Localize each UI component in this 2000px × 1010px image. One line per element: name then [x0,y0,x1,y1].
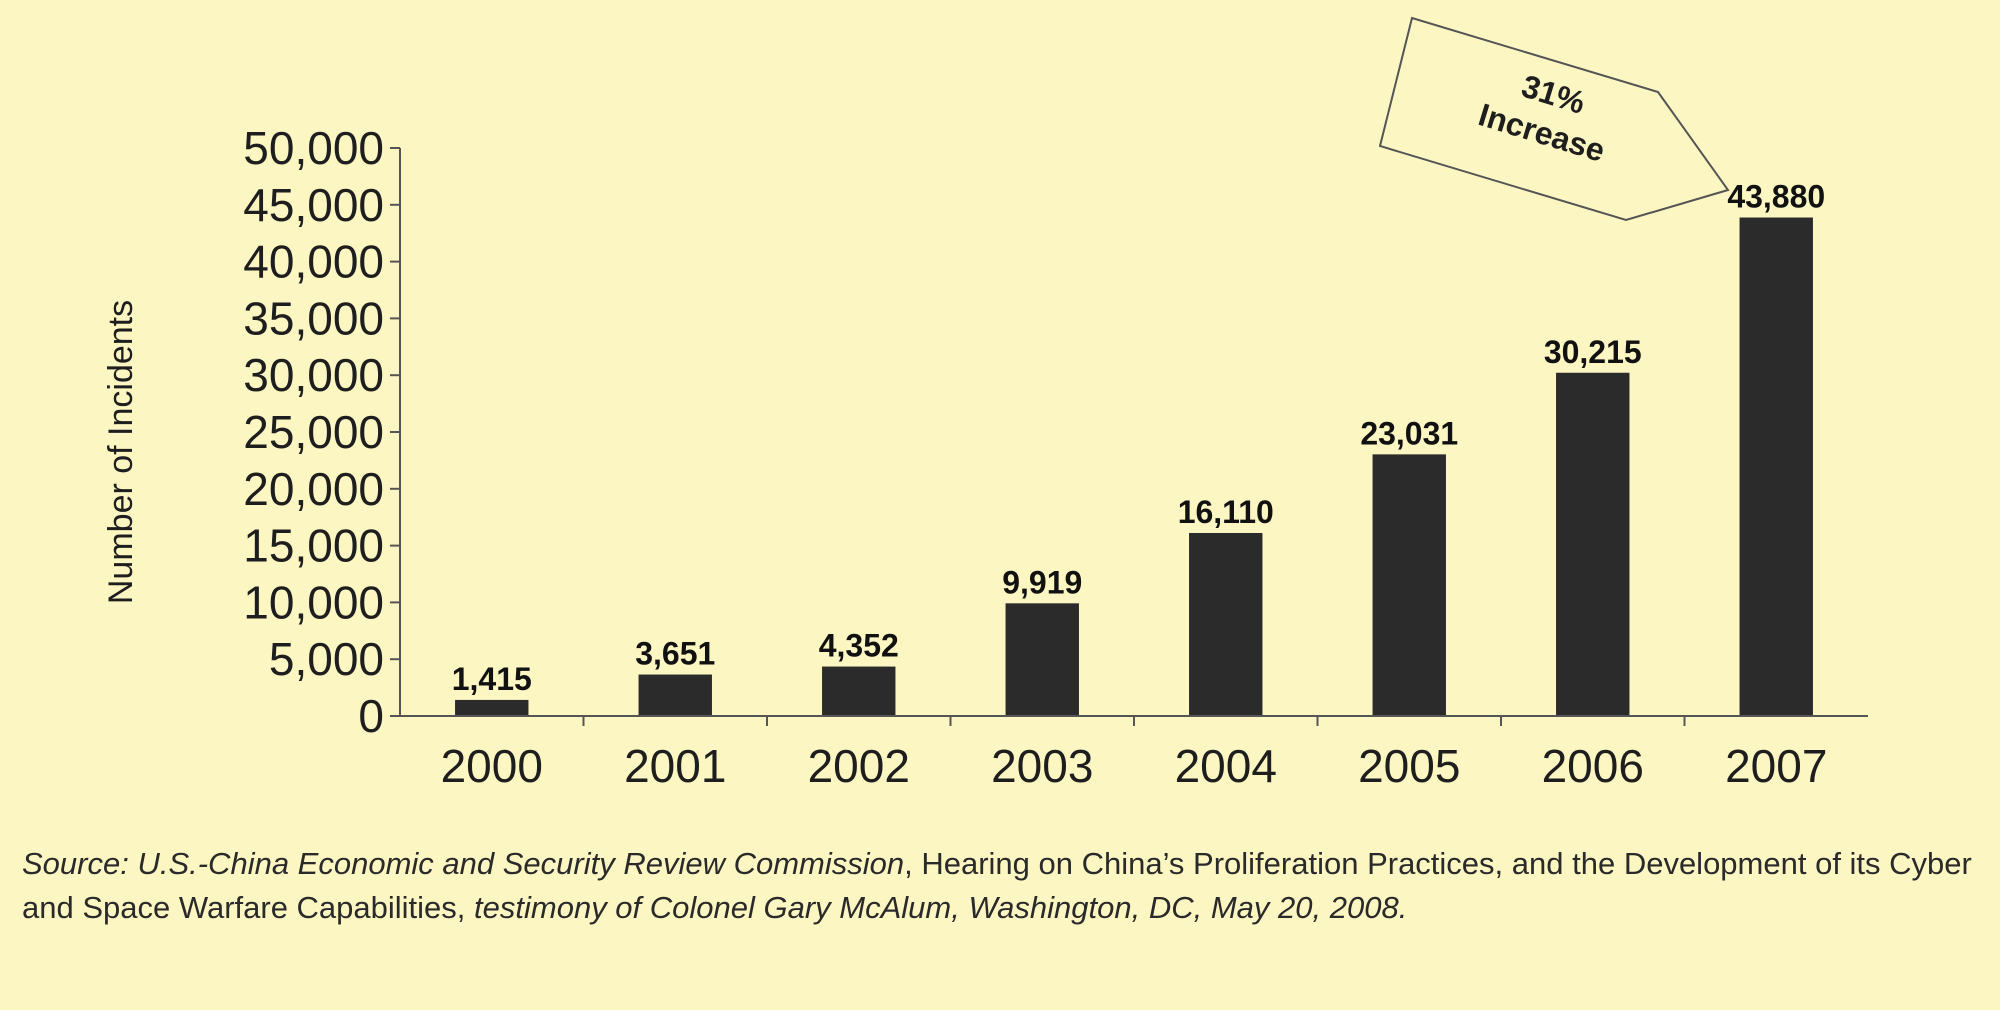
bar [1556,372,1630,716]
source-note: Source: U.S.-China Economic and Security… [22,842,1992,930]
x-category-label: 2001 [624,740,726,792]
bar-value-label: 23,031 [1360,415,1458,451]
bar-value-label: 9,919 [1002,564,1082,600]
bar-value-label: 3,651 [635,636,715,672]
x-category-label: 2000 [441,740,543,792]
bar-series [455,217,1813,716]
y-tick-label: 30,000 [243,349,384,401]
y-tick-label: 40,000 [243,236,384,288]
bar [1189,532,1263,716]
bar [1005,603,1079,716]
y-tick-label: 0 [358,690,384,742]
x-category-label: 2004 [1175,740,1277,792]
bar [638,674,712,716]
y-tick-label: 20,000 [243,463,384,515]
bar-value-label: 1,415 [452,661,532,697]
x-category-label: 2006 [1542,740,1644,792]
bar-value-label: 43,880 [1727,179,1825,215]
x-category-label: 2005 [1358,740,1460,792]
increase-callout: 31% Increase [1378,16,1730,222]
x-category-label: 2007 [1725,740,1827,792]
bar [1739,217,1813,716]
x-category-label: 2002 [808,740,910,792]
y-tick-label: 5,000 [269,633,384,685]
source-hearing: , Hearing on China’s Proliferation Pract… [22,846,1972,925]
bar [1372,454,1446,716]
bar [455,699,529,716]
source-commission: Source: U.S.-China Economic and Security… [22,846,905,881]
bar-value-label: 30,215 [1544,334,1642,370]
callout-arrow-shape [1378,16,1730,222]
y-axis-title: Number of Incidents [102,300,140,604]
x-axis-labels: 2000 2001 2002 2003 2004 2005 2006 2007 [441,716,1827,792]
y-axis-ticks: 05,00010,00015,00020,00025,00030,00035,0… [243,122,400,742]
y-tick-label: 35,000 [243,292,384,344]
bar-value-label: 4,352 [819,628,899,664]
bar [822,666,896,716]
source-testimony: testimony of Colonel Gary McAlum, Washin… [474,890,1408,925]
y-tick-label: 45,000 [243,179,384,231]
incidents-bar-chart: 31% Increase Number of Incidents 05,0001… [102,16,1868,792]
y-tick-label: 25,000 [243,406,384,458]
y-tick-label: 10,000 [243,576,384,628]
x-category-label: 2003 [991,740,1093,792]
y-tick-label: 15,000 [243,520,384,572]
y-tick-label: 50,000 [243,122,384,174]
bar-data-labels: 1,415 3,651 4,352 9,919 16,110 23,031 30,215 43… [452,179,1825,697]
bar-value-label: 16,110 [1178,494,1274,530]
